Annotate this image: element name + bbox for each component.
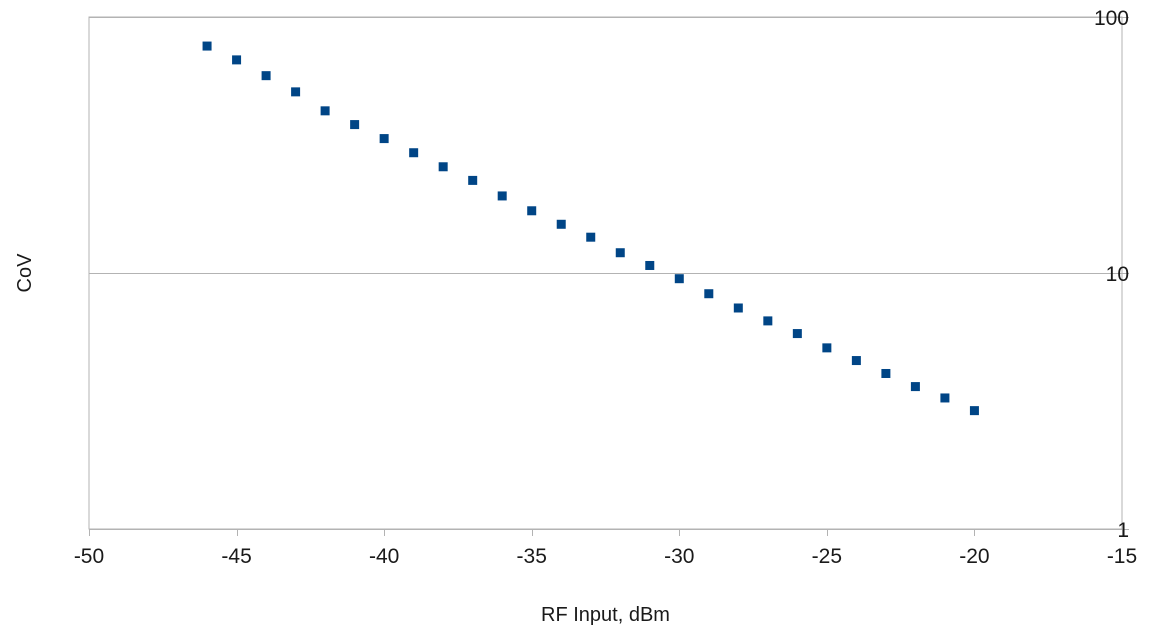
x-tick-label: -45 — [221, 545, 251, 568]
data-point — [202, 41, 212, 51]
x-tick-label: -35 — [517, 545, 547, 568]
data-point — [822, 343, 832, 353]
y-tick-label: 100 — [1094, 7, 1129, 30]
data-point — [291, 87, 301, 97]
data-point — [468, 175, 478, 185]
data-point — [615, 248, 625, 258]
x-tick-label: -20 — [959, 545, 989, 568]
data-point — [940, 393, 950, 403]
x-tick-label: -40 — [369, 545, 399, 568]
axis-ticks — [89, 17, 1129, 536]
data-point — [409, 148, 419, 158]
data-point — [704, 289, 714, 299]
data-point — [792, 329, 802, 339]
data-point — [232, 55, 242, 65]
y-axis-title: CoV — [14, 253, 36, 293]
data-point — [497, 191, 507, 201]
data-point — [438, 162, 448, 172]
grid — [89, 17, 1122, 530]
data-point — [586, 232, 596, 242]
data-point — [969, 406, 979, 416]
data-point — [379, 134, 389, 144]
x-tick-label: -50 — [74, 545, 104, 568]
data-point — [320, 106, 330, 116]
x-tick-label: -30 — [664, 545, 694, 568]
y-tick-label: 1 — [1117, 519, 1129, 542]
data-point — [851, 356, 861, 366]
x-tick-label: -15 — [1107, 545, 1137, 568]
x-axis-tick-labels: -50 -45 -40 -35 -30 -25 -20 -15 — [74, 545, 1137, 568]
data-point — [350, 120, 360, 130]
y-axis-tick-labels: 1 10 100 — [1094, 7, 1129, 542]
data-point — [261, 71, 271, 81]
data-point — [910, 382, 920, 392]
data-point — [733, 303, 743, 313]
data-point — [881, 368, 891, 378]
data-point — [645, 260, 655, 270]
data-point — [763, 316, 773, 326]
data-series — [202, 41, 979, 416]
x-tick-label: -25 — [812, 545, 842, 568]
data-point — [674, 274, 684, 284]
y-tick-label: 10 — [1106, 263, 1129, 286]
data-point — [527, 206, 537, 216]
x-axis-title: RF Input, dBm — [541, 604, 670, 626]
data-point — [556, 219, 566, 229]
